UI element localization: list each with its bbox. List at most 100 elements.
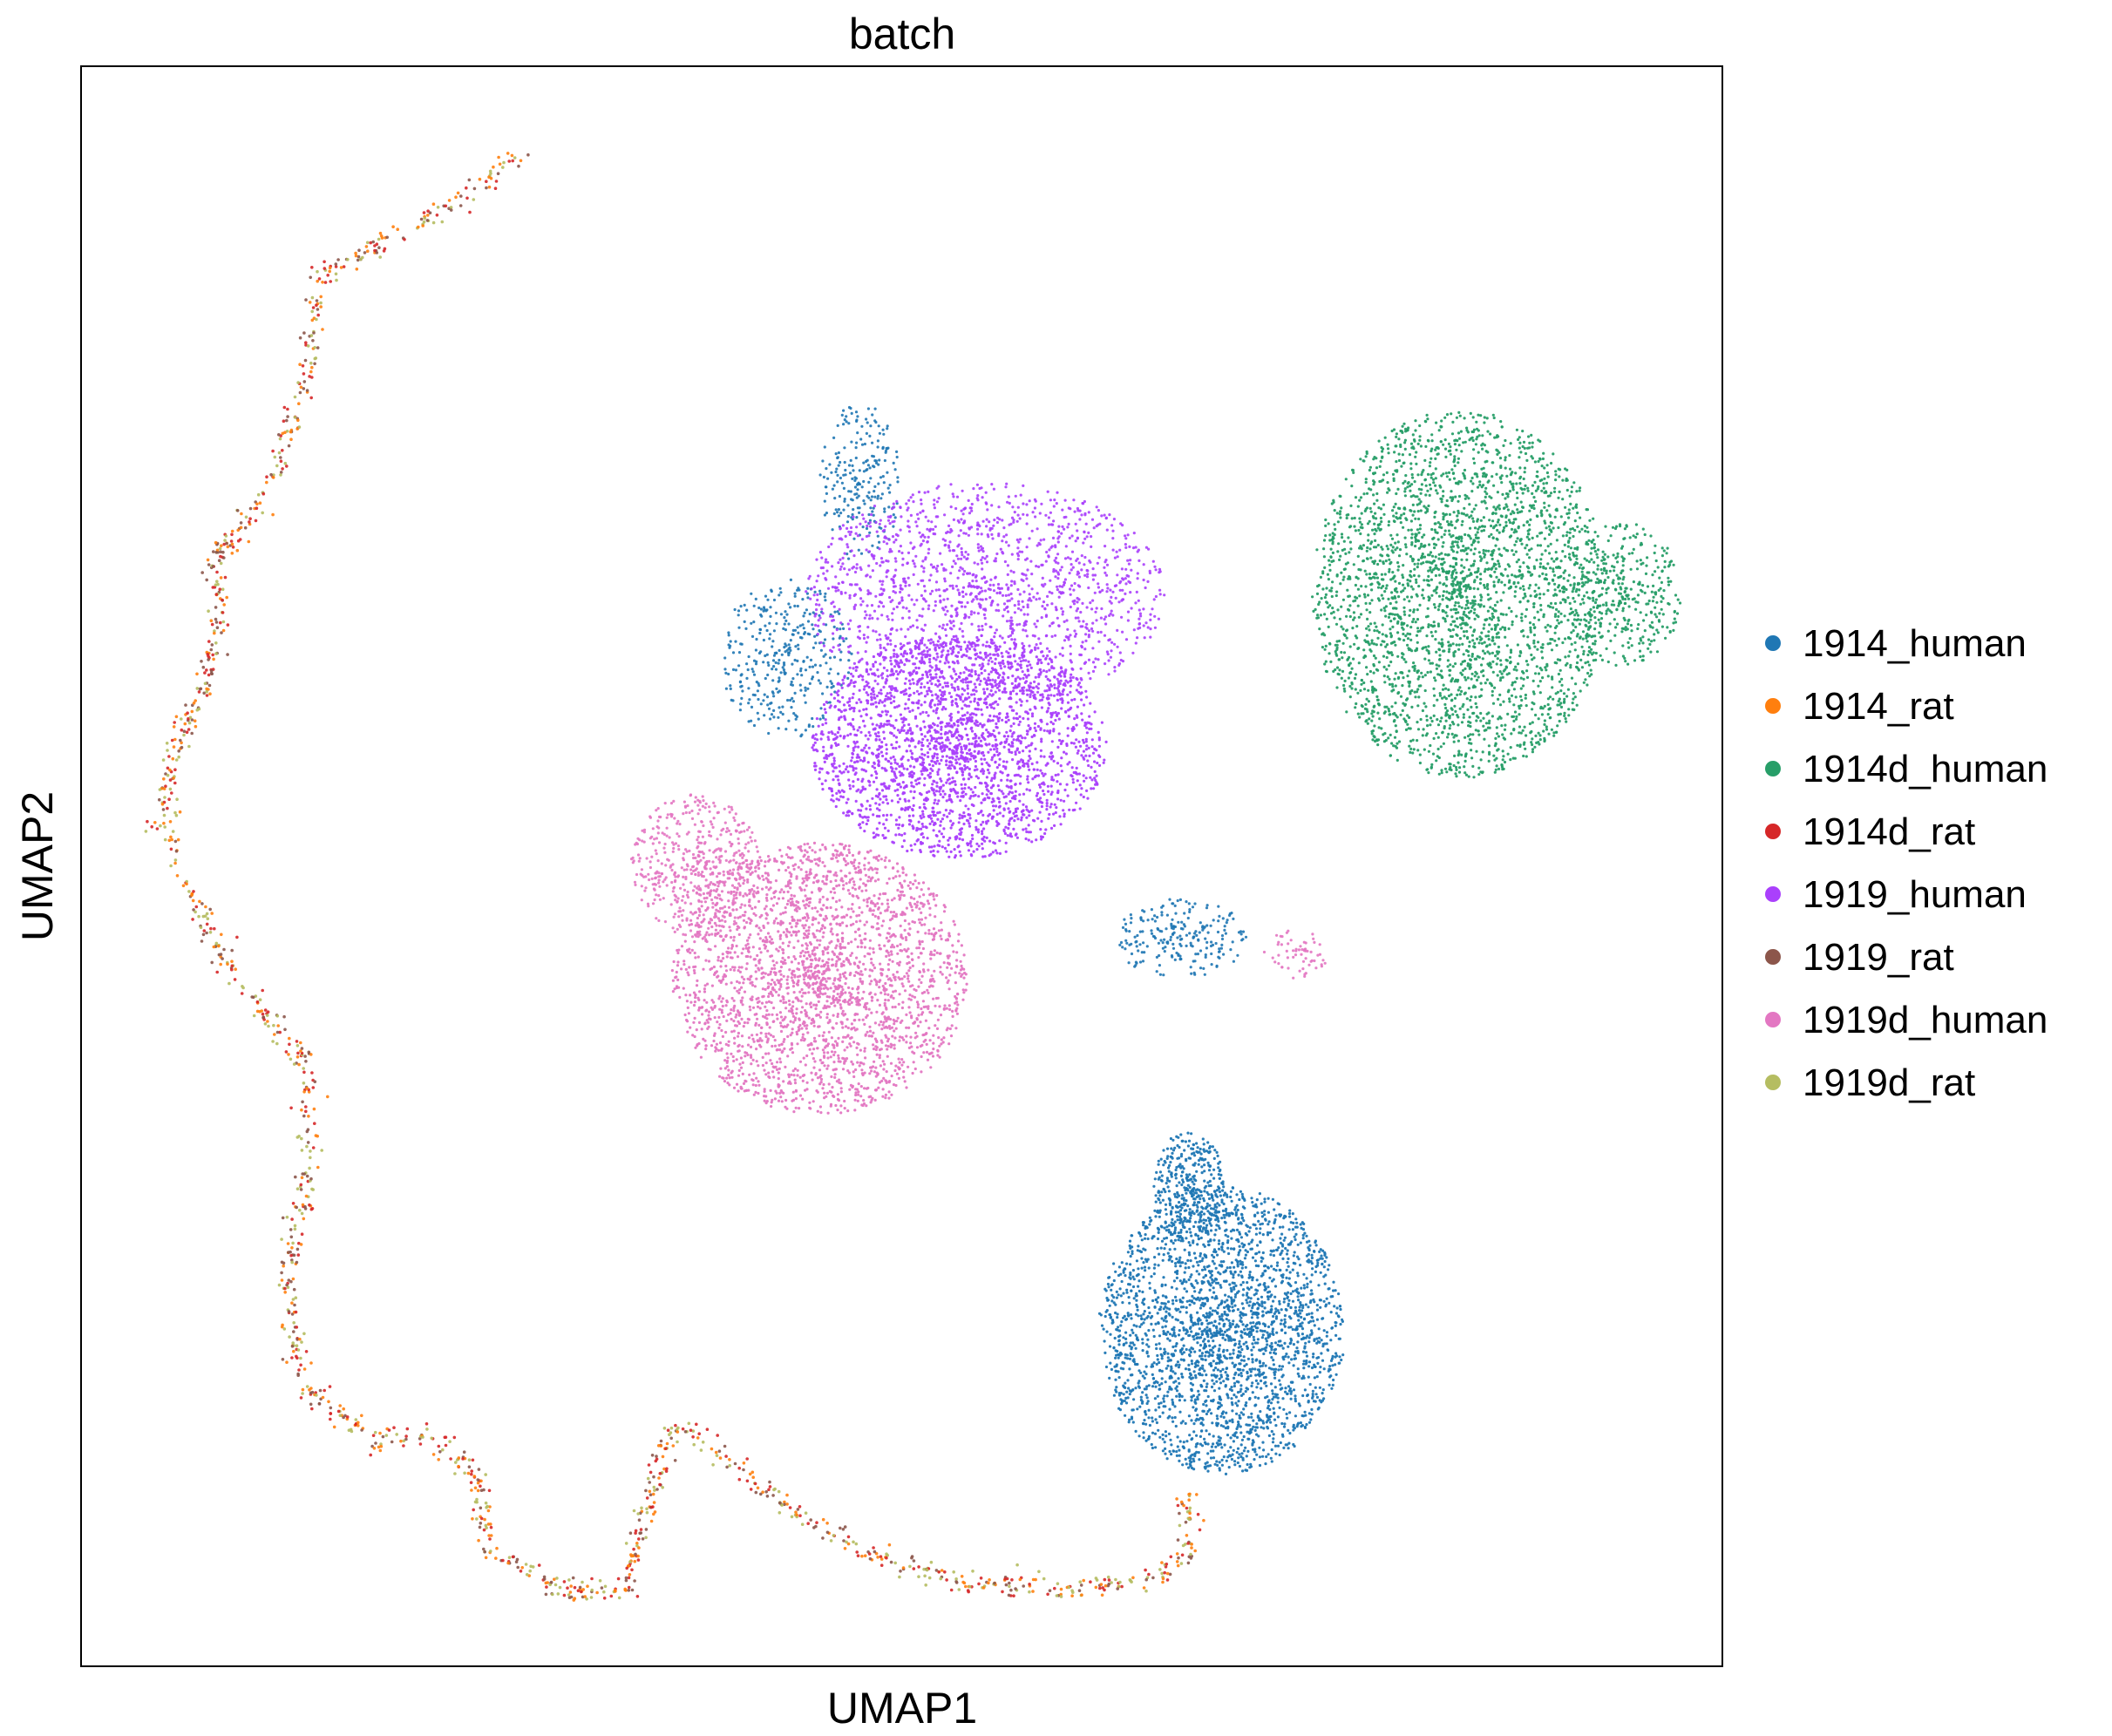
scatter-point — [786, 698, 790, 702]
scatter-point — [1254, 1373, 1258, 1377]
scatter-point — [1203, 1170, 1206, 1173]
scatter-point — [1260, 1215, 1264, 1218]
scatter-point — [1228, 1321, 1232, 1326]
scatter-point — [879, 497, 883, 500]
scatter-point — [822, 475, 826, 479]
scatter-point — [1171, 1151, 1174, 1155]
scatter-point — [1245, 1299, 1248, 1302]
scatter-point — [843, 418, 846, 422]
scatter-point — [1198, 1272, 1201, 1276]
scatter-point — [1222, 1380, 1226, 1383]
scatter-point — [1296, 1274, 1300, 1278]
scatter-point — [648, 1489, 652, 1494]
scatter-point — [892, 513, 895, 517]
scatter-point — [1008, 1584, 1011, 1589]
scatter-point — [182, 733, 186, 737]
scatter-point — [842, 508, 845, 512]
scatter-point — [1141, 1338, 1144, 1341]
scatter-point — [1161, 1326, 1165, 1329]
scatter-point — [1294, 1350, 1298, 1353]
scatter-point — [479, 1516, 484, 1521]
scatter-point — [977, 1582, 981, 1586]
scatter-point — [265, 475, 268, 478]
scatter-point — [1230, 1386, 1233, 1389]
scatter-point — [315, 1394, 318, 1397]
scatter-point — [291, 1202, 295, 1205]
scatter-point — [282, 1014, 286, 1019]
scatter-point — [1189, 1214, 1192, 1217]
scatter-point — [1310, 1256, 1314, 1260]
scatter-point — [1178, 1310, 1182, 1313]
scatter-point — [1296, 1255, 1300, 1258]
scatter-point — [1242, 1288, 1246, 1292]
scatter-point — [323, 267, 327, 270]
scatter-point — [1169, 1161, 1172, 1164]
scatter-point — [1147, 1416, 1151, 1420]
scatter-point — [1282, 1446, 1286, 1449]
scatter-point — [803, 694, 806, 697]
scatter-point — [747, 702, 750, 705]
scatter-point — [1161, 1433, 1165, 1436]
scatter-point — [1109, 1361, 1112, 1365]
scatter-point — [1192, 1321, 1195, 1326]
scatter-point — [317, 1401, 322, 1406]
scatter-point — [1111, 1319, 1115, 1322]
scatter-point — [174, 758, 179, 762]
scatter-point — [495, 1546, 499, 1550]
scatter-point — [1334, 1320, 1337, 1325]
scatter-point — [1171, 1370, 1175, 1373]
scatter-point — [842, 409, 845, 412]
scatter-point — [1260, 1387, 1263, 1390]
scatter-point — [302, 1067, 306, 1070]
scatter-point — [1285, 1276, 1288, 1279]
scatter-point — [1189, 966, 1192, 969]
scatter-point — [1310, 1292, 1314, 1296]
scatter-point — [1150, 1322, 1153, 1326]
scatter-point — [200, 939, 204, 943]
scatter-point — [1124, 1396, 1128, 1400]
scatter-point — [1219, 1369, 1222, 1373]
scatter-point — [1217, 1304, 1220, 1307]
scatter-point — [545, 1585, 548, 1589]
scatter-point — [1232, 1448, 1235, 1452]
scatter-point — [804, 688, 807, 692]
scatter-point — [1168, 1414, 1171, 1418]
scatter-point — [467, 1465, 472, 1468]
scatter-point — [1204, 1218, 1208, 1222]
scatter-point — [856, 488, 859, 492]
scatter-point — [650, 1454, 655, 1457]
scatter-point — [829, 668, 832, 671]
scatter-point — [484, 1501, 488, 1505]
scatter-point — [316, 346, 320, 349]
scatter-point — [472, 1508, 475, 1512]
scatter-point — [834, 452, 838, 456]
scatter-point — [1142, 1261, 1145, 1265]
scatter-point — [1324, 1303, 1328, 1306]
scatter-point — [1157, 1227, 1160, 1231]
scatter-point — [881, 445, 885, 449]
scatter-point — [1212, 1382, 1216, 1386]
scatter-point — [1279, 1322, 1282, 1326]
scatter-point — [1199, 1147, 1202, 1151]
scatter-point — [479, 1479, 483, 1483]
scatter-point — [644, 1536, 648, 1540]
scatter-point — [1179, 1174, 1183, 1177]
scatter-point — [1157, 941, 1160, 945]
scatter-point — [768, 637, 771, 641]
scatter-point — [300, 1136, 303, 1141]
scatter-point — [276, 1024, 281, 1027]
scatter-point — [1186, 1258, 1190, 1262]
scatter-point — [1285, 1412, 1288, 1416]
scatter-point — [1161, 1411, 1165, 1414]
scatter-point — [1187, 1265, 1191, 1270]
scatter-point — [215, 570, 219, 574]
scatter-point — [275, 464, 279, 468]
scatter-point — [637, 1537, 641, 1541]
scatter-point — [742, 1461, 746, 1465]
scatter-point — [1199, 1218, 1202, 1222]
scatter-point — [1253, 1458, 1256, 1461]
scatter-point — [309, 396, 314, 400]
scatter-point — [787, 622, 791, 626]
scatter-point — [1267, 1453, 1270, 1456]
scatter-point — [201, 665, 206, 669]
